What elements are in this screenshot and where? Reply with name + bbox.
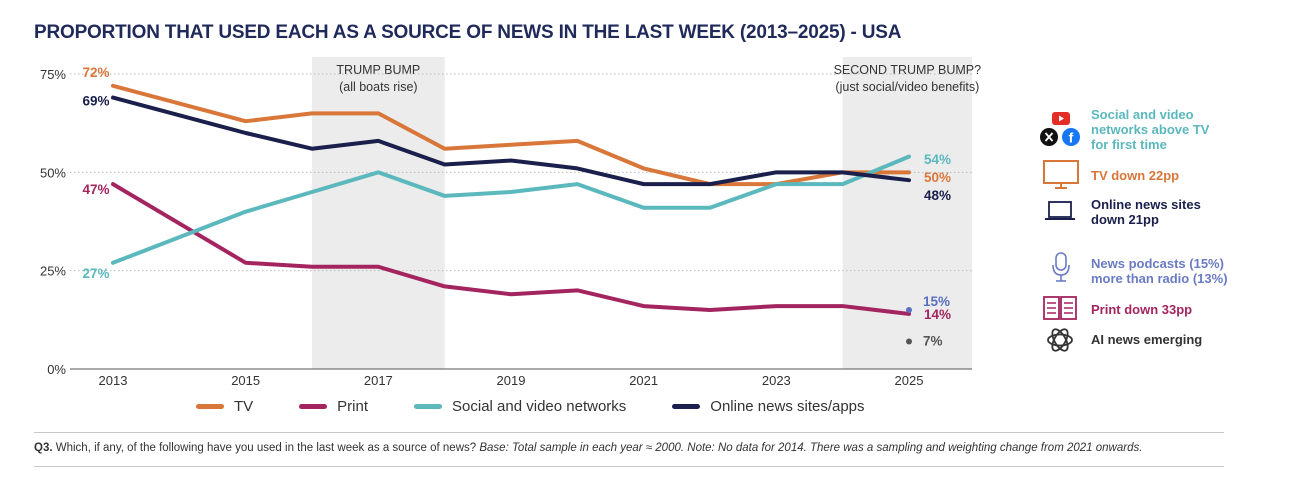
legend-label-online: Online news sites/apps	[710, 398, 865, 415]
newspaper-icon	[1043, 296, 1077, 320]
start-label-social: 27%	[82, 266, 109, 281]
x-tick-label-3: 2019	[497, 373, 526, 388]
footnote: Q3. Which, if any, of the following have…	[34, 442, 1142, 454]
footnote-bottom-rule	[34, 466, 1224, 467]
y-tick-label-1: 25%	[40, 264, 66, 279]
x-icon	[1040, 128, 1058, 146]
tv-icon	[1043, 160, 1079, 189]
start-label-tv: 72%	[82, 65, 109, 80]
x-tick-label-6: 2025	[895, 373, 924, 388]
annotation-online-line2: down 21pp	[1091, 212, 1159, 227]
start-label-online: 69%	[82, 94, 109, 109]
legend-item-print: Print	[299, 398, 368, 415]
series-line-online	[111, 95, 911, 187]
footnote-note: Base: Total sample in each year ≈ 2000. …	[479, 442, 1143, 454]
shaded-region-0	[312, 57, 445, 369]
end-label-tv: 50%	[924, 170, 951, 185]
youtube-icon	[1052, 112, 1070, 125]
end-label-online: 48%	[924, 188, 951, 203]
series-line-print	[111, 182, 911, 316]
end-label-social: 54%	[924, 152, 951, 167]
legend-swatch-social	[414, 404, 443, 409]
series-line-social	[111, 154, 911, 265]
point-marker-0	[906, 307, 912, 313]
legend-swatch-print	[299, 404, 328, 409]
end-label-print: 14%	[924, 307, 951, 322]
annotation-online-line1: Online news sites	[1091, 197, 1201, 212]
annotation-podcasts-line2: more than radio (13%)	[1091, 271, 1228, 286]
y-tick-label-0: 0%	[47, 362, 66, 377]
y-tick-label-3: 75%	[40, 67, 66, 82]
annotation-tv-line1: TV down 22pp	[1091, 168, 1180, 183]
legend-item-social: Social and video networks	[414, 398, 626, 415]
y-tick-label-2: 50%	[40, 165, 66, 180]
chart-legend: TV Print Social and video networks Onlin…	[196, 398, 911, 415]
annotation-podcasts-line1: News podcasts (15%)	[1091, 256, 1224, 271]
legend-swatch-tv	[196, 404, 224, 409]
legend-label-tv: TV	[234, 398, 254, 415]
footnote-question-number: Q3.	[34, 442, 53, 454]
ai-icon	[1047, 328, 1073, 352]
legend-item-tv: TV	[196, 398, 253, 415]
annotation-social-line3: for first time	[1091, 137, 1167, 152]
chart-title: PROPORTION THAT USED EACH AS A SOURCE OF…	[34, 22, 902, 43]
facebook-icon: f	[1062, 128, 1080, 146]
x-tick-label-4: 2021	[629, 373, 658, 388]
shaded-region-label-1-line1: SECOND TRUMP BUMP?	[834, 63, 982, 77]
legend-item-online: Online news sites/apps	[672, 398, 865, 415]
point-label-0: 15%	[923, 294, 950, 309]
line-chart: TRUMP BUMP (all boats rise) SECOND TRUMP B…	[40, 57, 982, 388]
start-label-print: 47%	[82, 182, 109, 197]
laptop-icon	[1045, 201, 1075, 220]
x-tick-label-5: 2023	[762, 373, 791, 388]
svg-text:f: f	[1069, 130, 1074, 146]
point-label-1: 7%	[923, 333, 943, 348]
microphone-icon	[1052, 252, 1070, 282]
point-marker-1	[906, 338, 912, 345]
legend-label-print: Print	[337, 398, 369, 415]
annotation-ai-line1: AI news emerging	[1091, 332, 1203, 347]
annotation-social-line1: Social and video	[1091, 107, 1194, 122]
shaded-region-label-0-line2: (all boats rise)	[339, 80, 418, 94]
legend-swatch-online	[672, 404, 701, 409]
x-tick-label-1: 2015	[231, 373, 260, 388]
shaded-region-label-0-line1: TRUMP BUMP	[336, 63, 420, 77]
footnote-question: Which, if any, of the following have you…	[52, 442, 480, 454]
footnote-top-rule	[34, 432, 1224, 433]
legend-label-social: Social and video networks	[452, 398, 627, 415]
x-tick-label-0: 2013	[99, 373, 128, 388]
shaded-region-1	[842, 57, 973, 369]
x-tick-label-2: 2017	[364, 373, 393, 388]
series-line-tv	[111, 83, 911, 187]
annotation-print-line1: Print down 33pp	[1091, 302, 1193, 317]
shaded-region-label-1-line2: (just social/video benefits)	[835, 80, 979, 94]
annotation-social-line2: networks above TV	[1091, 122, 1210, 137]
